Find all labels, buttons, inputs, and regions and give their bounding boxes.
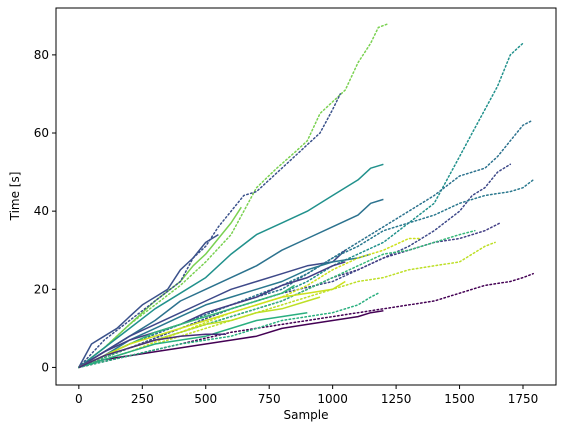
x-tick-label: 1000 [317, 392, 348, 406]
y-tick-label: 60 [34, 126, 49, 140]
x-tick-label: 500 [194, 392, 217, 406]
x-tick-label: 750 [258, 392, 281, 406]
y-axis-ticks: 0 20 40 60 80 [34, 48, 56, 374]
plot-frame [55, 7, 557, 386]
series-line-2 [78, 93, 342, 369]
x-tick-label: 1750 [508, 392, 539, 406]
y-axis-label: Time [s] [8, 172, 22, 222]
x-axis-label: Sample [284, 408, 329, 422]
x-tick-label: 0 [75, 392, 83, 406]
y-tick-label: 80 [34, 48, 49, 62]
series-line-3 [78, 233, 219, 368]
series-line-17 [78, 280, 346, 369]
x-axis-ticks: 0 250 500 750 1000 1250 1500 1750 [75, 385, 538, 406]
series-line-6 [78, 120, 532, 369]
series-line-18 [78, 241, 496, 369]
series-line-12 [78, 222, 501, 369]
series-line-22 [78, 292, 380, 369]
x-tick-label: 250 [131, 392, 154, 406]
series-line-23 [78, 311, 308, 369]
series-line-10 [78, 179, 534, 369]
plot-lines [78, 22, 534, 369]
y-tick-label: 0 [41, 360, 49, 374]
y-tick-label: 40 [34, 204, 49, 218]
y-tick-label: 20 [34, 282, 49, 296]
x-tick-label: 1500 [444, 392, 475, 406]
series-line-24 [78, 333, 227, 369]
series-line-9 [78, 249, 346, 369]
x-tick-label: 1250 [381, 392, 412, 406]
series-line-20 [78, 272, 534, 369]
series-line-13 [78, 261, 346, 369]
series-line-5 [78, 163, 384, 368]
series-line-1 [78, 206, 242, 368]
series-line-0 [78, 22, 390, 369]
